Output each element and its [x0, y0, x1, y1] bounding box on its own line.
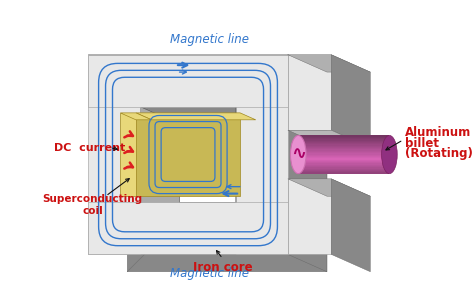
Polygon shape — [298, 147, 390, 148]
Text: billet: billet — [405, 137, 439, 150]
Polygon shape — [298, 158, 390, 160]
Polygon shape — [298, 172, 390, 174]
Polygon shape — [298, 162, 390, 163]
Polygon shape — [140, 107, 275, 124]
Polygon shape — [288, 179, 370, 196]
Polygon shape — [120, 113, 136, 196]
Polygon shape — [288, 179, 331, 254]
Text: Aluminum: Aluminum — [405, 126, 471, 139]
Polygon shape — [298, 139, 390, 141]
Polygon shape — [127, 72, 327, 124]
Polygon shape — [298, 152, 390, 153]
Polygon shape — [140, 202, 275, 220]
Polygon shape — [136, 113, 256, 120]
Text: DC  current: DC current — [55, 143, 126, 153]
Polygon shape — [127, 220, 327, 272]
Polygon shape — [298, 142, 390, 143]
Polygon shape — [298, 148, 390, 149]
Polygon shape — [298, 143, 390, 144]
Polygon shape — [298, 171, 390, 172]
Polygon shape — [298, 146, 390, 147]
Polygon shape — [298, 137, 390, 138]
Polygon shape — [298, 165, 390, 166]
Polygon shape — [298, 156, 390, 157]
Text: ∿: ∿ — [291, 145, 306, 163]
Text: Iron core: Iron core — [193, 261, 253, 274]
Polygon shape — [298, 168, 390, 170]
Polygon shape — [298, 163, 390, 165]
Polygon shape — [298, 149, 390, 151]
Polygon shape — [288, 130, 370, 148]
Polygon shape — [88, 55, 140, 254]
Polygon shape — [136, 113, 240, 196]
Polygon shape — [127, 72, 179, 272]
Polygon shape — [88, 55, 327, 72]
Polygon shape — [120, 113, 152, 120]
Polygon shape — [298, 167, 390, 168]
Polygon shape — [140, 107, 179, 220]
Polygon shape — [298, 141, 390, 142]
Polygon shape — [298, 151, 390, 152]
Polygon shape — [288, 55, 331, 130]
Text: Magnetic line: Magnetic line — [170, 267, 249, 280]
Polygon shape — [298, 135, 390, 137]
Polygon shape — [88, 202, 288, 254]
Polygon shape — [275, 72, 327, 272]
Polygon shape — [288, 55, 327, 272]
Text: Superconducting
coil: Superconducting coil — [43, 194, 143, 216]
Polygon shape — [236, 107, 275, 220]
Polygon shape — [288, 55, 370, 72]
Text: (Rotating): (Rotating) — [405, 147, 473, 160]
Polygon shape — [298, 153, 390, 155]
Polygon shape — [88, 55, 288, 107]
Polygon shape — [298, 155, 390, 156]
Polygon shape — [298, 166, 390, 167]
Polygon shape — [331, 179, 370, 272]
Polygon shape — [298, 160, 390, 161]
Ellipse shape — [291, 135, 306, 174]
Polygon shape — [331, 55, 370, 148]
Polygon shape — [298, 138, 390, 139]
Polygon shape — [236, 55, 288, 254]
Polygon shape — [298, 144, 390, 146]
Polygon shape — [298, 157, 390, 158]
Ellipse shape — [382, 135, 397, 174]
Polygon shape — [298, 170, 390, 171]
Text: Magnetic line: Magnetic line — [170, 33, 249, 45]
Polygon shape — [298, 161, 390, 162]
